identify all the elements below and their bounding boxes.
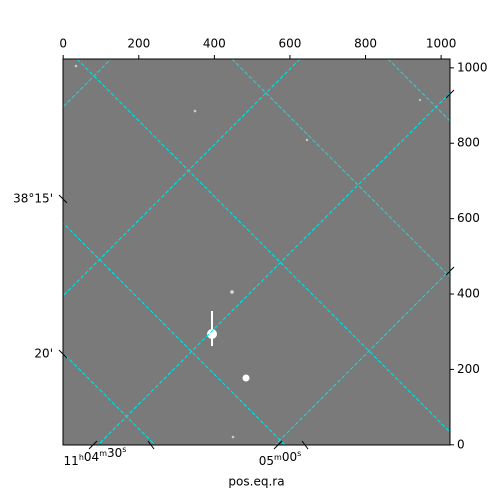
image	[63, 59, 450, 445]
y-tick-label: 400	[457, 287, 480, 301]
x-tick-label: 400	[203, 37, 226, 51]
stars	[74, 64, 422, 439]
coordinate-grid	[63, 59, 450, 445]
x-tick-label: 200	[127, 37, 150, 51]
ra-label: 11h04m30s	[64, 445, 127, 468]
x-tick-label: 600	[278, 37, 301, 51]
coordinate-ticks	[58, 89, 455, 450]
x-tick-label: 0	[59, 37, 67, 51]
axes-frame	[62, 58, 451, 446]
dec-label: 38°15'	[13, 192, 53, 206]
x-tick-label: 1000	[426, 37, 457, 51]
dec-label: 20'	[34, 347, 53, 361]
y-tick-label: 600	[457, 211, 480, 225]
x-axis-label: pos.eq.ra	[228, 475, 284, 489]
y-tick-label: 200	[457, 362, 480, 376]
y-tick-label: 0	[457, 437, 465, 451]
ra-label: 05m00s	[259, 449, 302, 468]
y-tick-label: 800	[457, 136, 480, 150]
y-tick-label: 1000	[457, 60, 488, 74]
x-tick-label: 800	[354, 37, 377, 51]
